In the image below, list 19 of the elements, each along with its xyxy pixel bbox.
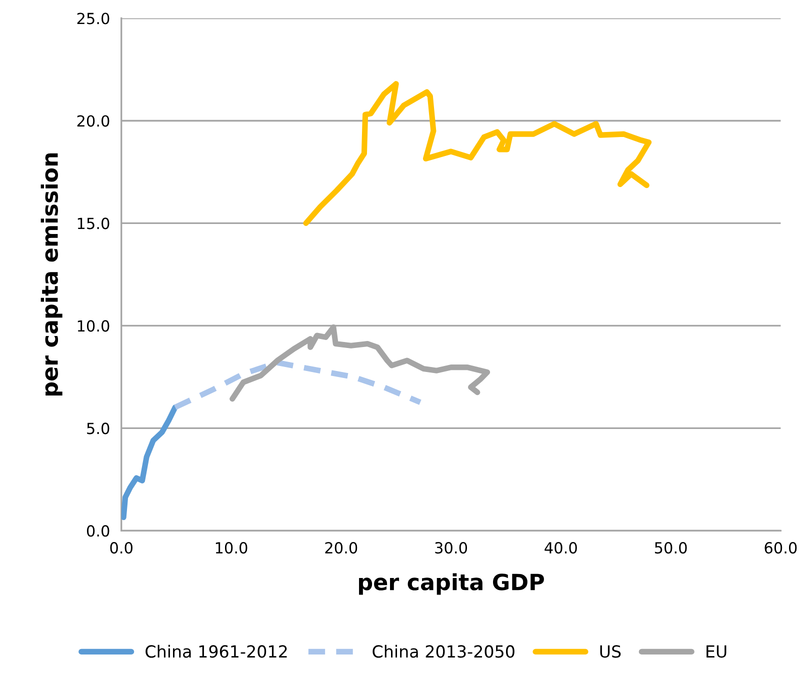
x-tick-label: 30.0	[435, 542, 468, 554]
legend-label: China 2013-2050	[372, 644, 514, 658]
x-tick-label: 10.0	[216, 542, 248, 554]
legend-label: US	[600, 645, 621, 658]
x-tick-label: 20.0	[325, 542, 358, 554]
x-axis-title: per capita GDP	[359, 573, 544, 595]
y-tick-label: 5.0	[87, 422, 110, 434]
x-tick-label: 50.0	[654, 542, 687, 554]
legend-label: EU	[706, 645, 726, 658]
y-tick-label: 10.0	[78, 320, 110, 332]
x-tick-label: 0.0	[110, 542, 132, 554]
y-tick-label: 20.0	[77, 115, 110, 127]
y-tick-label: 0.0	[86, 525, 110, 537]
y-tick-label: 15.0	[78, 218, 110, 230]
x-tick-label: 40.0	[544, 542, 577, 554]
x-tick-label: 60.0	[764, 542, 797, 554]
y-axis-title: per capita emission	[40, 153, 62, 396]
legend-label: China 1961-2012	[146, 644, 287, 658]
y-tick-label: 25.0	[77, 12, 110, 24]
